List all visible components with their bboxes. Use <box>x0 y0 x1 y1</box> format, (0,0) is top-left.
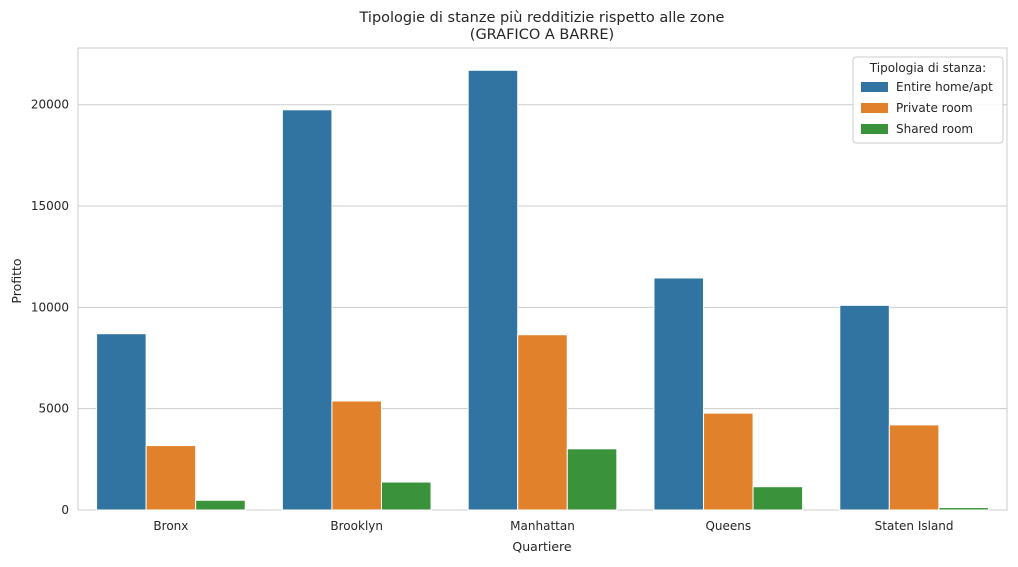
x-tick-label: Manhattan <box>510 519 575 533</box>
y-axis-label: Profitto <box>9 258 24 303</box>
x-axis-label: Quartiere <box>512 539 571 554</box>
bar <box>517 334 568 511</box>
bar <box>380 481 432 511</box>
legend-entry-label: Shared room <box>896 122 973 136</box>
bar <box>566 448 618 511</box>
chart-subtitle: (GRAFICO A BARRE) <box>470 27 614 43</box>
bar <box>703 412 754 511</box>
y-tick-label: 15000 <box>31 199 69 213</box>
x-tick-label: Brooklyn <box>330 519 383 533</box>
bar <box>938 507 989 511</box>
legend-swatch <box>861 124 888 134</box>
legend-entry-label: Entire home/apt <box>896 80 993 94</box>
y-tick-label: 20000 <box>31 98 69 112</box>
bar <box>467 69 519 511</box>
bar <box>195 499 246 511</box>
legend-swatch <box>861 103 888 113</box>
bar <box>281 109 333 511</box>
bar <box>752 486 804 511</box>
x-tick-label: Staten Island <box>875 519 954 533</box>
bar <box>653 277 705 511</box>
y-tick-label: 10000 <box>31 300 69 314</box>
x-tick-label: Bronx <box>153 519 188 533</box>
bar <box>839 304 890 511</box>
bar <box>888 424 940 511</box>
chart-title: Tipologie di stanze più redditizie rispe… <box>359 10 725 26</box>
legend: Tipologia di stanza: Entire home/apt Priva… <box>852 56 1004 144</box>
axes-group: 0 5000 10000 15000 20000 Bronx Brooklyn Manhatt… <box>31 98 954 533</box>
bars-group <box>96 69 989 511</box>
legend-entry-label: Private room <box>896 101 973 115</box>
legend-box <box>852 56 1004 144</box>
bar <box>96 333 147 511</box>
bar <box>145 445 197 511</box>
y-tick-label: 0 <box>61 503 69 517</box>
y-tick-label: 5000 <box>38 402 69 416</box>
legend-title: Tipologia di stanza: <box>869 61 986 75</box>
x-tick-label: Queens <box>705 519 751 533</box>
bar <box>331 400 382 511</box>
legend-swatch <box>861 82 888 92</box>
